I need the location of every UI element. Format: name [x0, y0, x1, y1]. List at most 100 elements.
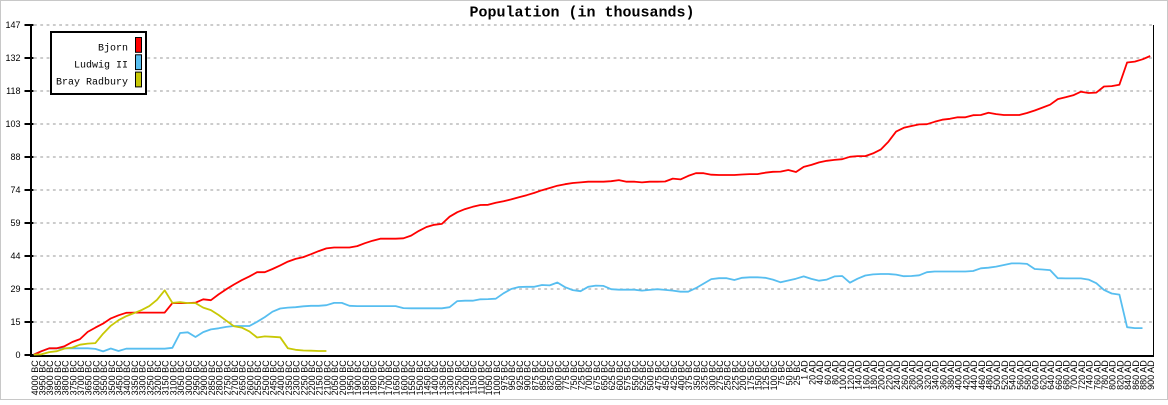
svg-text:325 BC: 325 BC	[700, 360, 710, 391]
svg-text:100 BC: 100 BC	[769, 360, 779, 391]
svg-text:950 BC: 950 BC	[507, 360, 517, 391]
svg-text:360 AD: 360 AD	[938, 360, 948, 390]
svg-text:975 BC: 975 BC	[500, 360, 510, 391]
svg-text:200 AD: 200 AD	[877, 360, 887, 390]
svg-text:775 BC: 775 BC	[561, 360, 571, 391]
svg-text:840 AD: 840 AD	[1123, 360, 1133, 390]
svg-text:1600 BC: 1600 BC	[399, 360, 409, 396]
svg-text:700 AD: 700 AD	[1069, 360, 1079, 390]
svg-text:250 BC: 250 BC	[723, 360, 733, 391]
svg-text:2750 BC: 2750 BC	[222, 360, 232, 396]
svg-text:175 BC: 175 BC	[746, 360, 756, 391]
svg-text:3350 BC: 3350 BC	[130, 360, 140, 396]
svg-text:140 AD: 140 AD	[854, 360, 864, 390]
svg-text:2150 BC: 2150 BC	[315, 360, 325, 396]
svg-text:2400 BC: 2400 BC	[276, 360, 286, 396]
svg-text:375 BC: 375 BC	[684, 360, 694, 391]
svg-text:120 AD: 120 AD	[846, 360, 856, 390]
svg-text:2800 BC: 2800 BC	[215, 360, 225, 396]
svg-text:80 AD: 80 AD	[831, 360, 841, 385]
svg-text:1200 BC: 1200 BC	[461, 360, 471, 396]
svg-text:1750 BC: 1750 BC	[376, 360, 386, 396]
svg-text:1 AD: 1 AD	[800, 360, 810, 380]
svg-text:240 AD: 240 AD	[892, 360, 902, 390]
svg-text:2600 BC: 2600 BC	[245, 360, 255, 396]
svg-text:2900 BC: 2900 BC	[199, 360, 209, 396]
svg-text:3600 BC: 3600 BC	[91, 360, 101, 396]
svg-text:1900 BC: 1900 BC	[353, 360, 363, 396]
svg-text:1800 BC: 1800 BC	[369, 360, 379, 396]
svg-text:2650 BC: 2650 BC	[238, 360, 248, 396]
svg-text:700 BC: 700 BC	[584, 360, 594, 391]
svg-text:118: 118	[6, 86, 20, 96]
svg-text:660 AD: 660 AD	[1054, 360, 1064, 390]
svg-text:100 AD: 100 AD	[838, 360, 848, 390]
svg-text:480 AD: 480 AD	[985, 360, 995, 390]
svg-text:3700 BC: 3700 BC	[76, 360, 86, 396]
svg-text:3400 BC: 3400 BC	[122, 360, 132, 396]
svg-text:75 BC: 75 BC	[777, 360, 787, 386]
svg-text:1250 BC: 1250 BC	[453, 360, 463, 396]
svg-text:1650 BC: 1650 BC	[392, 360, 402, 396]
svg-text:800 BC: 800 BC	[553, 360, 563, 391]
svg-text:780 AD: 780 AD	[1100, 360, 1110, 390]
svg-text:760 AD: 760 AD	[1092, 360, 1102, 390]
svg-text:500 AD: 500 AD	[992, 360, 1002, 390]
svg-text:3650 BC: 3650 BC	[84, 360, 94, 396]
svg-text:1550 BC: 1550 BC	[407, 360, 417, 396]
svg-text:320 AD: 320 AD	[923, 360, 933, 390]
svg-text:1700 BC: 1700 BC	[384, 360, 394, 396]
svg-text:2100 BC: 2100 BC	[322, 360, 332, 396]
svg-text:Population (in thousands): Population (in thousands)	[469, 5, 694, 22]
svg-text:2850 BC: 2850 BC	[207, 360, 217, 396]
svg-text:475 BC: 475 BC	[653, 360, 663, 391]
svg-text:525 BC: 525 BC	[638, 360, 648, 391]
svg-text:680 AD: 680 AD	[1062, 360, 1072, 390]
svg-text:625 BC: 625 BC	[607, 360, 617, 391]
svg-text:2050 BC: 2050 BC	[330, 360, 340, 396]
svg-text:380 AD: 380 AD	[946, 360, 956, 390]
svg-text:925 BC: 925 BC	[515, 360, 525, 391]
svg-text:88: 88	[10, 152, 20, 162]
svg-text:3550 BC: 3550 BC	[99, 360, 109, 396]
svg-text:3250 BC: 3250 BC	[145, 360, 155, 396]
svg-text:1350 BC: 1350 BC	[438, 360, 448, 396]
svg-text:1050 BC: 1050 BC	[484, 360, 494, 396]
svg-text:20 AD: 20 AD	[807, 360, 817, 385]
svg-text:1450 BC: 1450 BC	[423, 360, 433, 396]
svg-text:580 AD: 580 AD	[1023, 360, 1033, 390]
svg-text:560 AD: 560 AD	[1015, 360, 1025, 390]
svg-text:350 BC: 350 BC	[692, 360, 702, 391]
svg-text:74: 74	[10, 185, 20, 195]
svg-text:2950 BC: 2950 BC	[192, 360, 202, 396]
svg-text:3900 BC: 3900 BC	[45, 360, 55, 396]
svg-text:725 BC: 725 BC	[577, 360, 587, 391]
svg-text:Bjorn: Bjorn	[98, 42, 128, 54]
svg-text:825 BC: 825 BC	[546, 360, 556, 391]
svg-text:340 AD: 340 AD	[931, 360, 941, 390]
svg-text:3850 BC: 3850 BC	[53, 360, 63, 396]
svg-text:2700 BC: 2700 BC	[230, 360, 240, 396]
svg-text:260 AD: 260 AD	[900, 360, 910, 390]
svg-text:2450 BC: 2450 BC	[269, 360, 279, 396]
svg-text:800 AD: 800 AD	[1108, 360, 1118, 390]
svg-text:Ludwig II: Ludwig II	[74, 60, 128, 72]
svg-text:3500 BC: 3500 BC	[107, 360, 117, 396]
svg-text:225 BC: 225 BC	[730, 360, 740, 391]
svg-text:2300 BC: 2300 BC	[292, 360, 302, 396]
svg-text:132: 132	[5, 53, 20, 63]
svg-text:600 BC: 600 BC	[615, 360, 625, 391]
svg-text:150 BC: 150 BC	[754, 360, 764, 391]
svg-text:3950 BC: 3950 BC	[38, 360, 48, 396]
svg-text:60 AD: 60 AD	[823, 360, 833, 385]
svg-text:44: 44	[10, 251, 20, 261]
svg-text:400 AD: 400 AD	[954, 360, 964, 390]
svg-text:2000 BC: 2000 BC	[338, 360, 348, 396]
svg-text:40 AD: 40 AD	[815, 360, 825, 385]
svg-text:3100 BC: 3100 BC	[168, 360, 178, 396]
svg-text:300 AD: 300 AD	[915, 360, 925, 390]
svg-text:650 BC: 650 BC	[600, 360, 610, 391]
svg-text:740 AD: 740 AD	[1085, 360, 1095, 390]
svg-text:420 AD: 420 AD	[961, 360, 971, 390]
svg-text:3800 BC: 3800 BC	[61, 360, 71, 396]
